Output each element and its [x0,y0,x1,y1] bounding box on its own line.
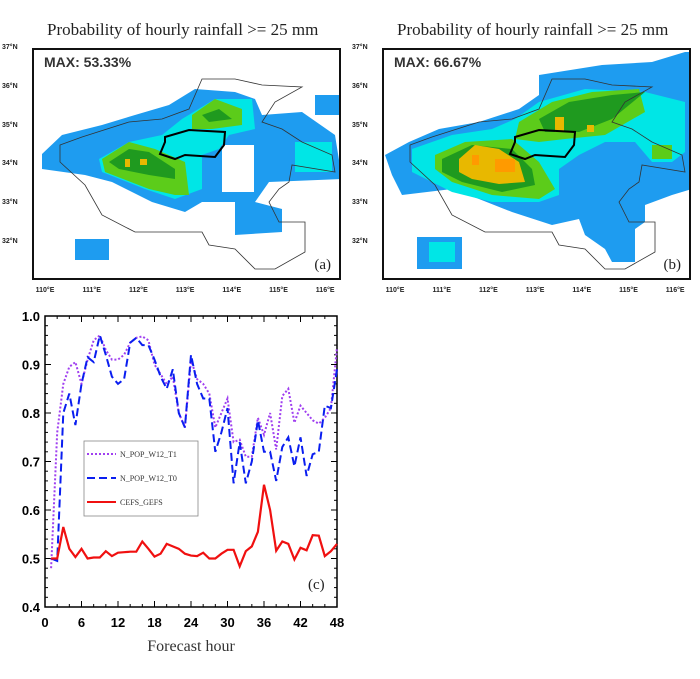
lat-label: 37°N [2,44,18,51]
province-border [409,78,686,270]
lon-label: 112°E [129,287,148,294]
series-line-n-pop-w12-t0 [50,331,338,563]
lon-label: 111°E [432,287,451,294]
series-line-n-pop-w12-t1 [50,333,338,569]
lon-label: 114°E [572,287,592,294]
y-tick-label: 0.6 [22,503,40,518]
lon-label: 110°E [35,287,55,294]
y-tick-label: 0.5 [22,552,40,567]
lat-label: 32°N [352,238,368,245]
probability-area-cyan [429,242,455,262]
lon-label: 113°E [175,287,195,294]
y-tick-label: 0.7 [22,455,40,470]
lon-label: 113°E [525,287,545,294]
probability-area-orange [472,155,479,165]
legend-label: N_POP_W12_T0 [120,474,177,483]
city-outline [508,128,577,161]
lat-label: 36°N [2,82,18,90]
panel-label-c: (c) [308,577,325,593]
map-a-max-label: MAX: 53.33% [44,54,132,70]
probability-area-yellow [555,117,564,132]
probability-area-yellow [459,145,525,184]
province-border [59,78,336,270]
map-a-panel-label: (a) [314,257,331,273]
lat-label: 34°N [2,160,18,168]
map-b-title: Probability of hourly rainfall >= 25 mm [397,20,669,39]
map-a: MAX: 53.33% (a) [32,48,341,280]
probability-area-orange [495,159,515,172]
lat-label: 33°N [2,199,18,207]
probability-area-blue [75,239,109,260]
x-tick-label: 30 [220,615,234,630]
x-tick-label: 18 [147,615,161,630]
lon-label: 114°E [222,287,242,294]
lon-label: 110°E [385,287,405,294]
lon-label: 116°E [665,287,685,294]
city-outline [158,128,227,161]
probability-area-blue [315,95,339,115]
x-tick-label: 12 [111,615,125,630]
map-b: MAX: 66.67% (b) [382,48,691,280]
lon-label: 111°E [82,287,101,294]
probability-area-dark-green [202,109,232,122]
lat-label: 32°N [2,238,18,245]
y-tick-label: 1.0 [22,309,40,324]
x-tick-label: 36 [257,615,271,630]
y-tick-label: 0.8 [22,406,40,421]
map-a-title: Probability of hourly rainfall >= 25 mm [47,20,319,39]
probability-area-white [222,145,254,192]
legend: N_POP_W12_T1 N_POP_W12_T0 CEFS_GEFS [83,440,199,517]
legend-label: CEFS_GEFS [120,498,163,507]
x-tick-label: 6 [78,615,85,630]
lon-label: 115°E [269,287,288,294]
x-tick-label: 42 [293,615,307,630]
legend-label: N_POP_W12_T1 [120,450,177,459]
probability-area-dark-green [539,92,645,132]
lat-label: 37°N [352,44,368,51]
y-tick-label: 0.4 [22,600,41,615]
lat-label: 35°N [352,121,368,129]
x-tick-label: 48 [330,615,344,630]
probability-area-yellow [587,125,594,132]
lon-label: 116°E [315,287,335,294]
lon-label: 115°E [619,287,638,294]
y-tick-label: 0.9 [22,358,40,373]
x-tick-label: 0 [41,615,48,630]
lon-label: 112°E [479,287,498,294]
lat-label: 36°N [352,82,368,90]
lat-label: 35°N [2,121,18,129]
x-tick-label: 24 [184,615,199,630]
probability-area-yellow [140,159,147,165]
x-axis-label: Forecast hour [147,638,235,655]
line-chart: 0.4 0.5 0.6 0.7 0.8 0.9 1.0 0 6 12 18 24 30 36 42 48 For… [22,309,344,655]
probability-area-green [652,145,672,159]
series-line-cefs-gefs [51,484,338,570]
map-a-field [42,78,339,270]
map-b-max-label: MAX: 66.67% [394,54,482,70]
map-b-panel-label: (b) [663,257,682,273]
probability-area-yellow [125,159,130,167]
lat-label: 33°N [352,199,368,207]
lat-label: 34°N [352,160,368,168]
map-b-field [385,52,689,270]
probability-area-cyan [295,142,332,172]
